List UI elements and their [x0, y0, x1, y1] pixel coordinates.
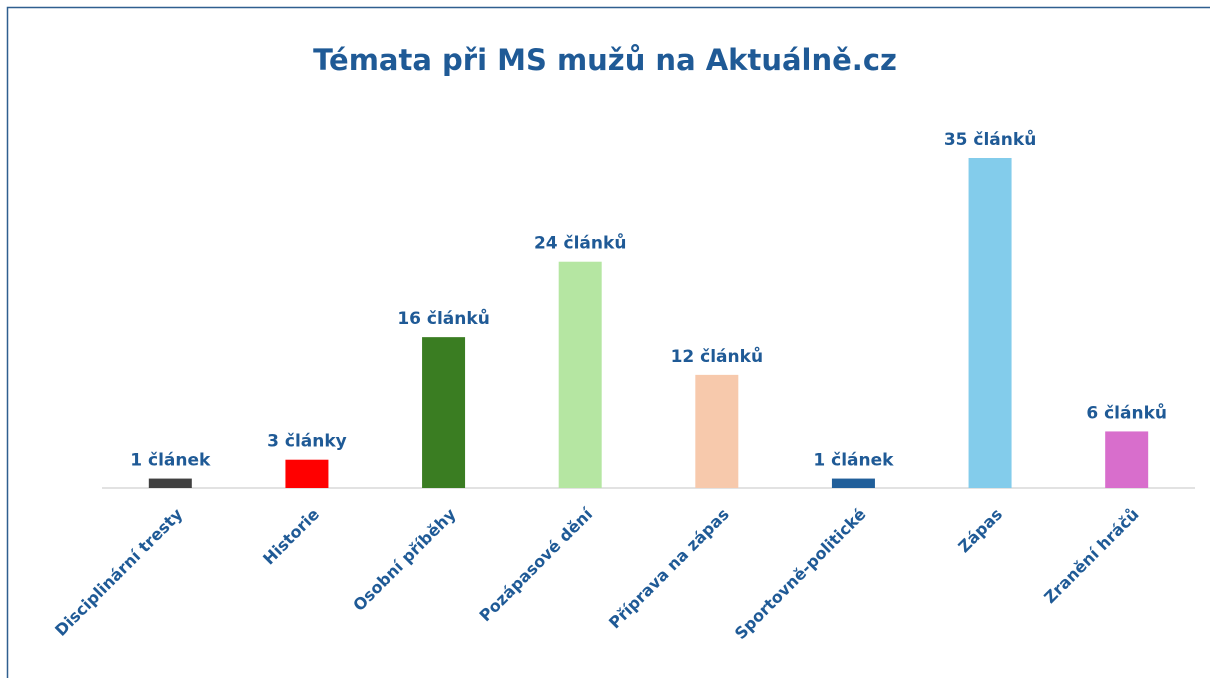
x-tick-label: Historie — [259, 504, 323, 568]
bar — [558, 261, 602, 488]
value-label: 1 článek — [813, 451, 894, 471]
bar — [1105, 431, 1149, 488]
bar — [831, 478, 875, 488]
bar — [968, 158, 1012, 488]
bar — [148, 478, 192, 488]
x-tick-label: Zápas — [954, 505, 1006, 557]
bar — [695, 374, 739, 488]
value-label: 12 článků — [671, 345, 763, 367]
value-label: 16 článků — [397, 307, 489, 329]
value-label: 1 článek — [130, 451, 211, 471]
x-tick-label: Příprava na zápas — [605, 505, 733, 633]
x-tick-label: Sportovně-politické — [731, 504, 870, 643]
value-label: 6 článků — [1086, 401, 1167, 423]
x-tick-label: Disciplinární tresty — [51, 504, 187, 640]
chart-border — [6, 6, 1210, 678]
value-label: 3 články — [267, 432, 347, 452]
bar — [422, 337, 466, 488]
x-tick-label: Pozápasové dění — [476, 504, 598, 626]
chart-title: Témata při MS mužů na Aktuálně.cz — [313, 43, 897, 77]
value-label: 24 článků — [534, 232, 626, 254]
x-tick-label: Osobní příběhy — [349, 504, 460, 615]
value-label: 35 článků — [944, 128, 1036, 150]
bar — [285, 459, 329, 488]
x-tick-label: Zranění hráčů — [1040, 505, 1142, 607]
